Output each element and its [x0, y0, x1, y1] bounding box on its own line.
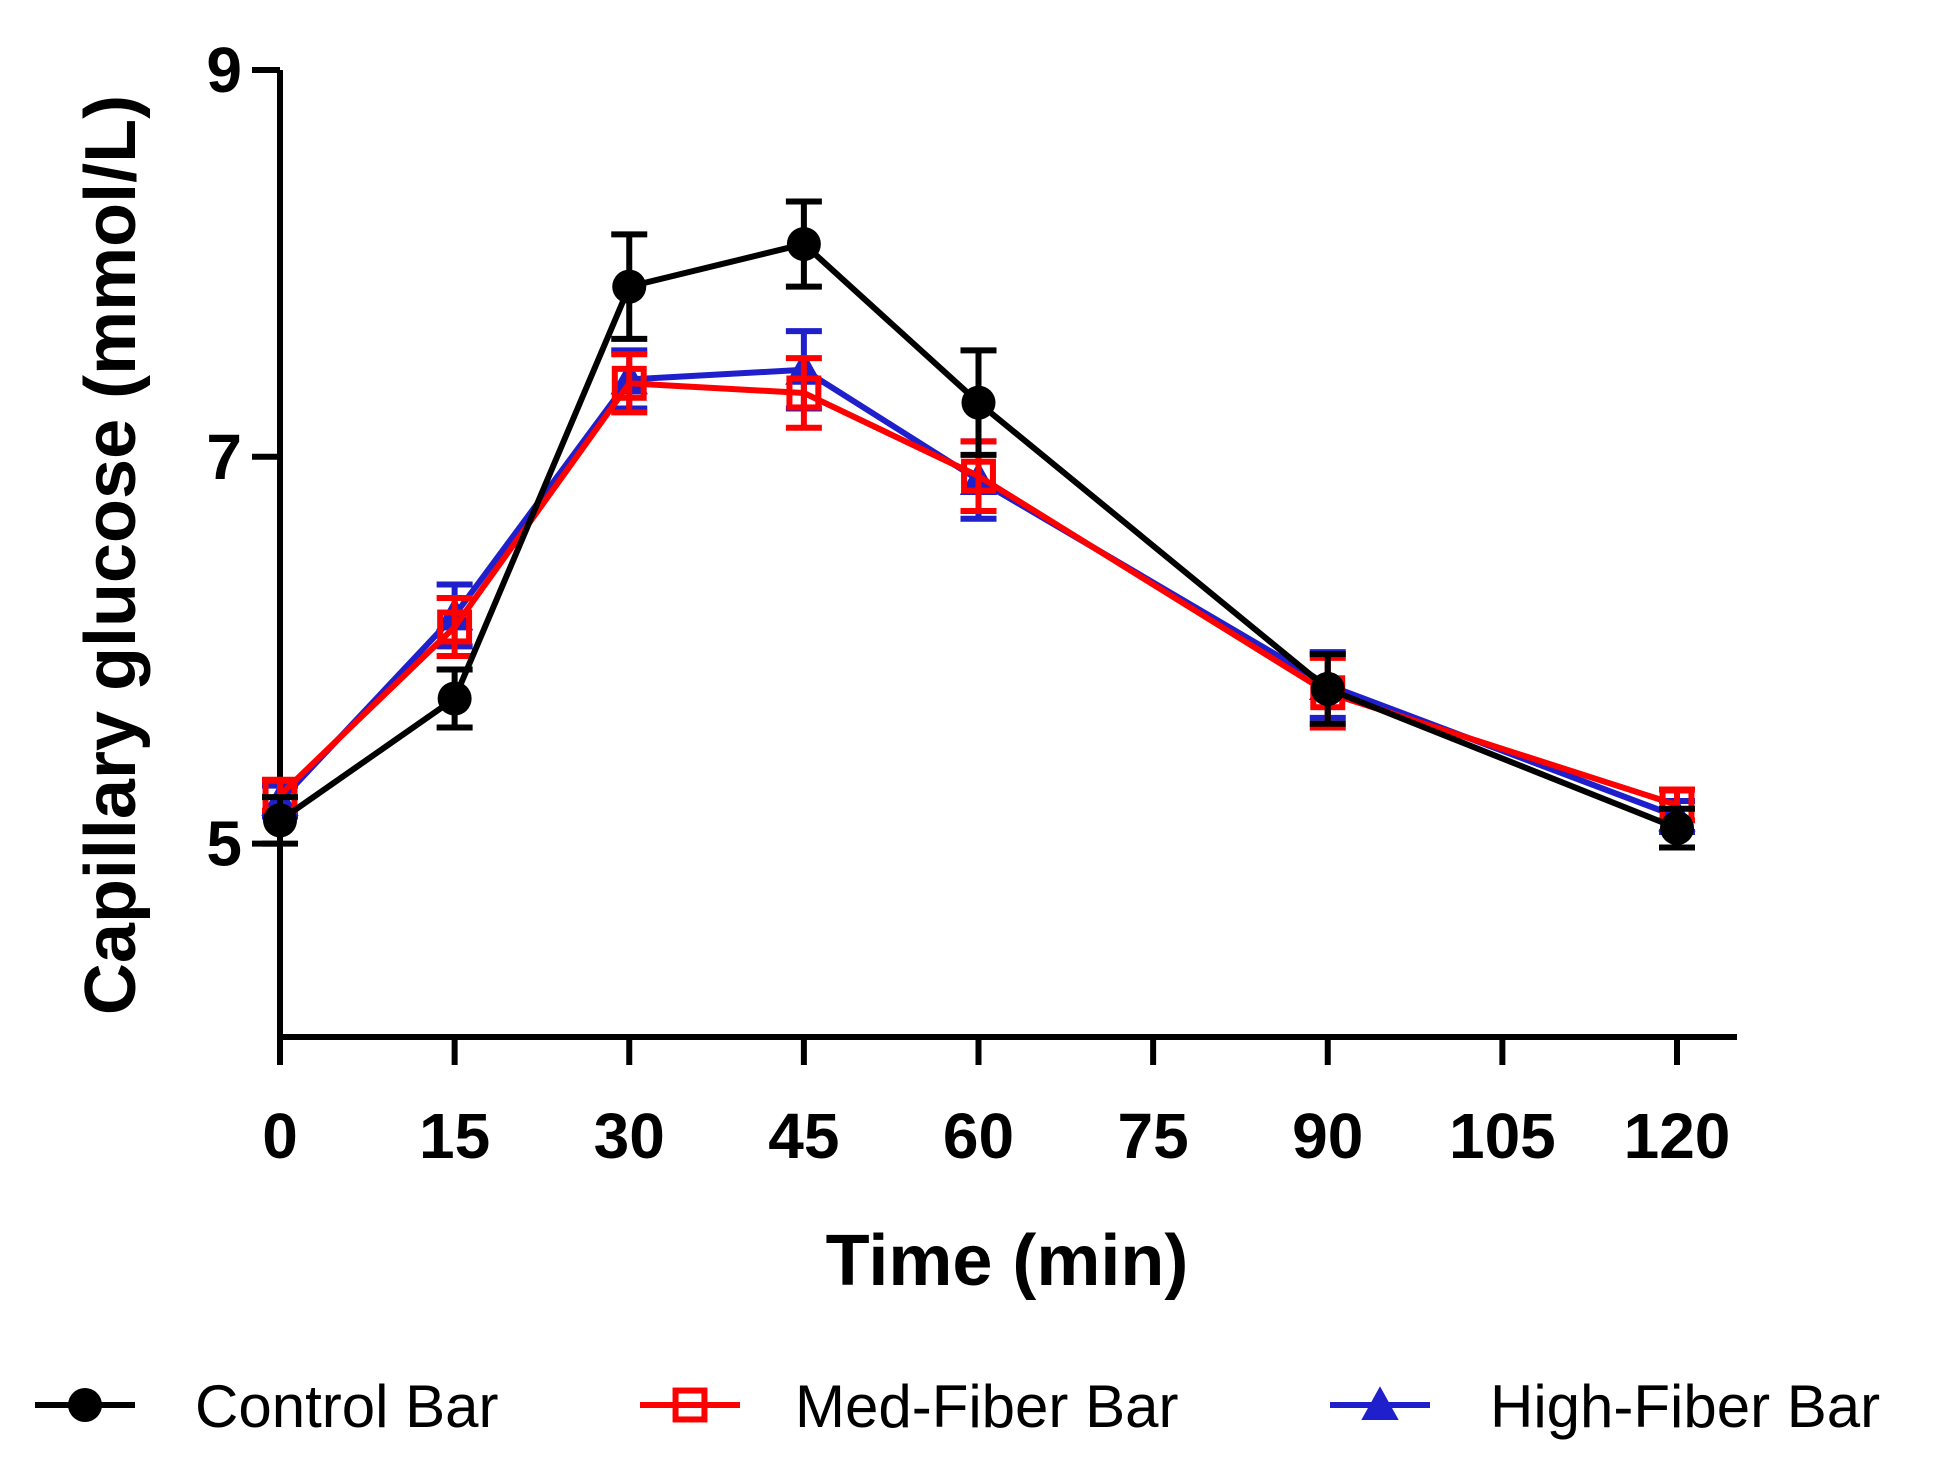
- data-point-marker: [961, 385, 996, 420]
- y-tick-label: 9: [206, 34, 242, 106]
- series-layer: [261, 198, 1696, 851]
- legend-label: High-Fiber Bar: [1490, 1373, 1880, 1440]
- y-tick-label: 7: [206, 421, 242, 493]
- data-point-marker: [1660, 811, 1694, 846]
- x-tick-label: 60: [943, 1100, 1014, 1172]
- x-tick-label: 75: [1118, 1100, 1189, 1172]
- x-tick-label: 45: [768, 1100, 839, 1172]
- data-point-marker: [68, 1388, 102, 1422]
- data-point-marker: [437, 681, 472, 716]
- legend-label: Control Bar: [195, 1373, 498, 1440]
- data-point-marker: [672, 1387, 708, 1423]
- y-tick-label: 5: [206, 808, 242, 880]
- data-point-marker: [437, 609, 473, 645]
- error-bar: [611, 351, 648, 416]
- data-point-marker: [961, 458, 996, 494]
- x-tick-label: 105: [1449, 1100, 1556, 1172]
- error-bar: [785, 355, 822, 431]
- data-point-marker: [612, 269, 647, 304]
- series-control-bar: [262, 198, 1695, 851]
- data-point-marker: [611, 365, 647, 401]
- x-tick-label: 0: [262, 1100, 298, 1172]
- data-point-marker: [786, 375, 822, 411]
- data-point-marker: [1310, 671, 1345, 706]
- error-bar: [436, 594, 473, 660]
- legend-item: Control Bar: [35, 1373, 498, 1440]
- legend: Control Bar Med-Fiber Bar High-Fiber Bar: [35, 1373, 1880, 1440]
- y-axis-title: Capillary glucose (mmol/L): [71, 95, 151, 1015]
- x-axis-title: Time (min): [826, 1221, 1189, 1301]
- y-ticks: 5 7 9: [206, 34, 280, 880]
- x-tick-label: 120: [1624, 1100, 1731, 1172]
- x-ticks: 0 15 30 45 60 75 90 105 120: [262, 1037, 1730, 1172]
- legend-label: Med-Fiber Bar: [795, 1373, 1178, 1440]
- x-tick-label: 30: [594, 1100, 665, 1172]
- data-point-marker: [263, 803, 297, 838]
- x-tick-label: 15: [419, 1100, 490, 1172]
- legend-item: Med-Fiber Bar: [640, 1373, 1178, 1440]
- legend-item: High-Fiber Bar: [1330, 1373, 1880, 1440]
- x-tick-label: 90: [1292, 1100, 1363, 1172]
- data-point-marker: [1361, 1386, 1399, 1420]
- data-point-marker: [786, 227, 821, 262]
